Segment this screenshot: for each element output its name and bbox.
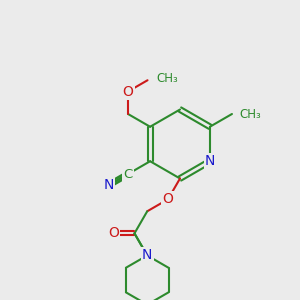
- Text: C: C: [123, 167, 133, 181]
- Text: O: O: [108, 226, 119, 240]
- Text: CH₃: CH₃: [239, 107, 261, 121]
- Text: N: N: [142, 248, 152, 262]
- Text: N: N: [103, 178, 114, 192]
- Text: O: O: [123, 85, 134, 98]
- Text: N: N: [205, 154, 215, 168]
- Text: CH₃: CH₃: [157, 72, 178, 85]
- Text: N: N: [142, 248, 152, 262]
- Text: O: O: [163, 192, 173, 206]
